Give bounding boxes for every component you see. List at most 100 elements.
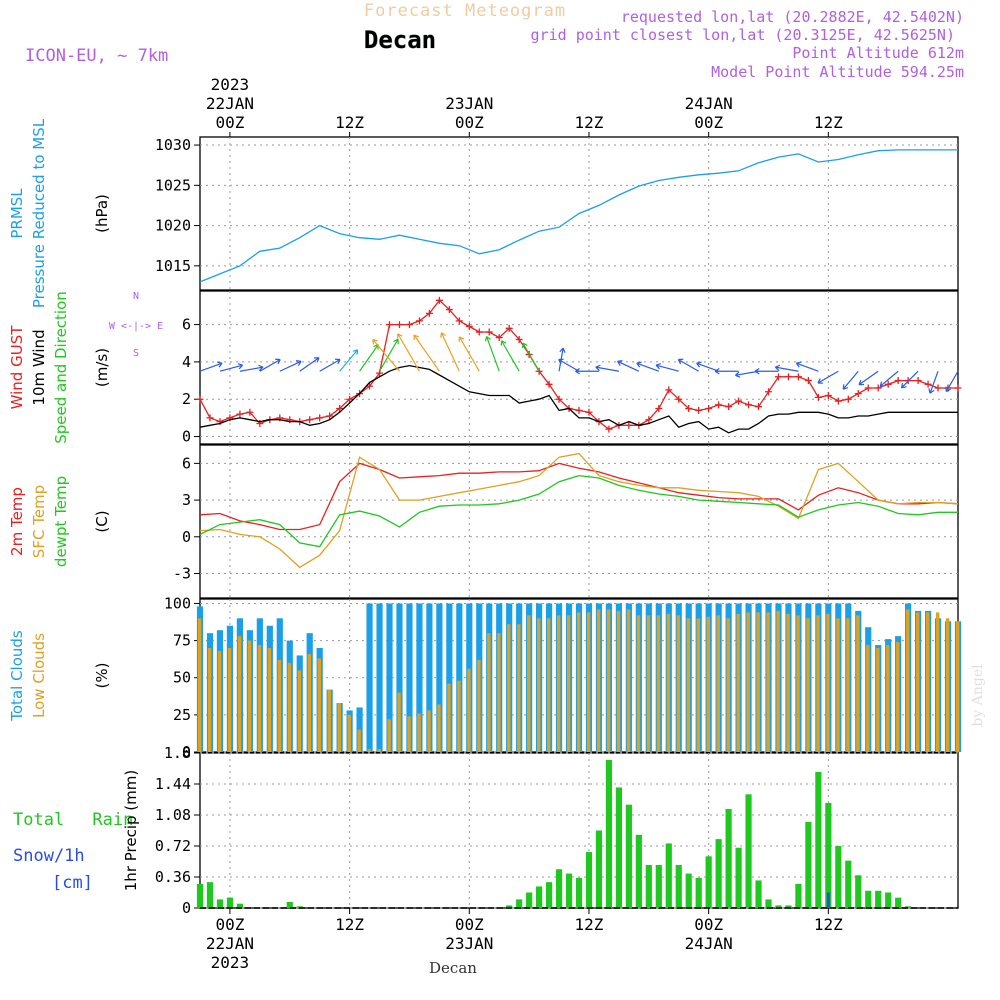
rain-bar xyxy=(585,852,593,908)
low-cloud-bar xyxy=(247,640,252,752)
rain-bar xyxy=(216,899,224,908)
clouds-ytick-label: 50 xyxy=(173,669,191,687)
top-time-label: 12Z xyxy=(335,113,364,132)
gust-point xyxy=(784,373,792,381)
panel-precip: 0 0.36 0.72 1.08 1.44 1.8 Total Rain Snow/1h [cm… xyxy=(13,744,959,917)
total-cloud-bar xyxy=(376,603,383,752)
gust-point xyxy=(485,328,493,336)
low-cloud-bar xyxy=(716,615,720,752)
top-time-label: 23JAN xyxy=(445,94,493,113)
bottom-time-label: 12Z xyxy=(575,915,604,934)
wind-direction-arrow xyxy=(795,361,819,372)
low-cloud-bar xyxy=(696,618,700,752)
rain-bar xyxy=(815,771,822,908)
gust-point xyxy=(655,405,663,413)
top-time-label: 00Z xyxy=(455,113,484,132)
clouds-ytick-label: 75 xyxy=(173,632,191,650)
wind-ytick-label: 4 xyxy=(182,353,191,371)
low-cloud-bar xyxy=(357,729,361,752)
low-cloud-bar xyxy=(537,618,541,752)
gust-point xyxy=(794,373,802,381)
wind-direction-arrow xyxy=(945,370,959,393)
rain-bar xyxy=(825,802,832,908)
low-cloud-bar xyxy=(307,653,312,752)
wind-compass: N W <-|-> E S xyxy=(109,291,163,359)
pressure-ytick-label: 1030 xyxy=(155,136,191,154)
rain-bar xyxy=(635,834,642,908)
gust-point xyxy=(934,384,942,392)
top-time-label: 00Z xyxy=(215,113,244,132)
bottom-caption: Decan xyxy=(429,959,477,977)
gust-point xyxy=(745,401,753,409)
low-cloud-bar xyxy=(906,609,910,752)
top-time-label: 12Z xyxy=(814,113,843,132)
pressure-label-line: Pressure Reduced to MSL xyxy=(30,118,48,308)
low-cloud-bar xyxy=(746,612,750,752)
temperature-ytick-label: 3 xyxy=(182,491,191,509)
gust-point xyxy=(535,367,543,375)
gust-point xyxy=(854,390,862,398)
wind-ytick-label: 0 xyxy=(182,428,191,446)
low-cloud-bar xyxy=(736,613,740,752)
total-cloud-bar xyxy=(396,603,403,752)
bottom-time-label: 23JAN xyxy=(445,934,493,953)
rain-bar xyxy=(206,882,214,908)
low-cloud-bar xyxy=(257,645,262,752)
gust-point xyxy=(336,405,344,413)
low-cloud-bar xyxy=(467,668,471,752)
bottom-time-label: 12Z xyxy=(814,915,843,934)
gust-point xyxy=(924,380,932,388)
low-cloud-bar xyxy=(437,704,441,752)
bottom-time-label: 00Z xyxy=(215,915,244,934)
gust-point xyxy=(685,405,693,413)
rain-bar xyxy=(905,906,912,908)
location-title: Decan xyxy=(364,26,436,54)
gust-point xyxy=(346,395,354,403)
wind-label-line: 10m Wind xyxy=(30,329,48,405)
temperature-ytick-label: -3 xyxy=(173,565,191,583)
gust-point xyxy=(834,397,842,405)
low-cloud-bar xyxy=(367,749,371,752)
low-cloud-bar xyxy=(955,621,960,752)
panel-clouds: 0 25 50 75 100 Total Clouds Low Clouds (%) by An… xyxy=(8,594,986,761)
gust-point xyxy=(755,403,763,411)
grid-point-coords: grid point closest lon,lat (20.3125E, 42… xyxy=(531,26,955,44)
wind-direction-arrow xyxy=(239,364,264,372)
gust-point xyxy=(246,408,254,416)
rain-bar xyxy=(625,804,632,908)
low-cloud-bar xyxy=(786,613,790,752)
wind-direction-arrow xyxy=(714,368,739,375)
gust-point xyxy=(894,377,902,385)
total-cloud-bar xyxy=(436,603,443,752)
panel-temperature: -3 0 3 6 2m Temp SFC Temp dewpt Temp (C) xyxy=(8,444,959,599)
temperature-series-dewpt-temp xyxy=(199,474,958,548)
gust-point xyxy=(814,393,822,401)
gust-point xyxy=(765,388,772,396)
model-label: ICON-EU, ~ 7km xyxy=(25,46,168,66)
clouds-label-line: Low Clouds xyxy=(30,633,48,718)
requested-coords: requested lon,lat (20.2882E, 42.5402N) xyxy=(621,8,964,26)
low-cloud-bar xyxy=(546,618,551,752)
low-cloud-bar xyxy=(317,658,321,752)
gust-point xyxy=(206,414,214,422)
gust-point xyxy=(725,403,733,411)
rain-bar xyxy=(615,787,622,908)
low-cloud-bar xyxy=(886,645,890,752)
wind-direction-arrow xyxy=(636,361,659,372)
pressure-label-line: PRMSL xyxy=(8,188,26,239)
low-cloud-bar xyxy=(207,648,212,752)
wind-direction-arrow xyxy=(817,370,839,384)
clouds-label-line: Total Clouds xyxy=(8,630,26,722)
rain-bar xyxy=(605,759,613,908)
low-cloud-bar xyxy=(227,648,232,752)
gust-point xyxy=(665,386,673,394)
gust-point xyxy=(545,380,553,388)
gust-point xyxy=(555,395,563,403)
top-time-label: 00Z xyxy=(694,113,723,132)
rain-bar xyxy=(715,839,722,908)
wind-direction-arrow xyxy=(299,357,320,372)
temperature-frame xyxy=(199,444,959,599)
rain-bar xyxy=(795,883,802,908)
